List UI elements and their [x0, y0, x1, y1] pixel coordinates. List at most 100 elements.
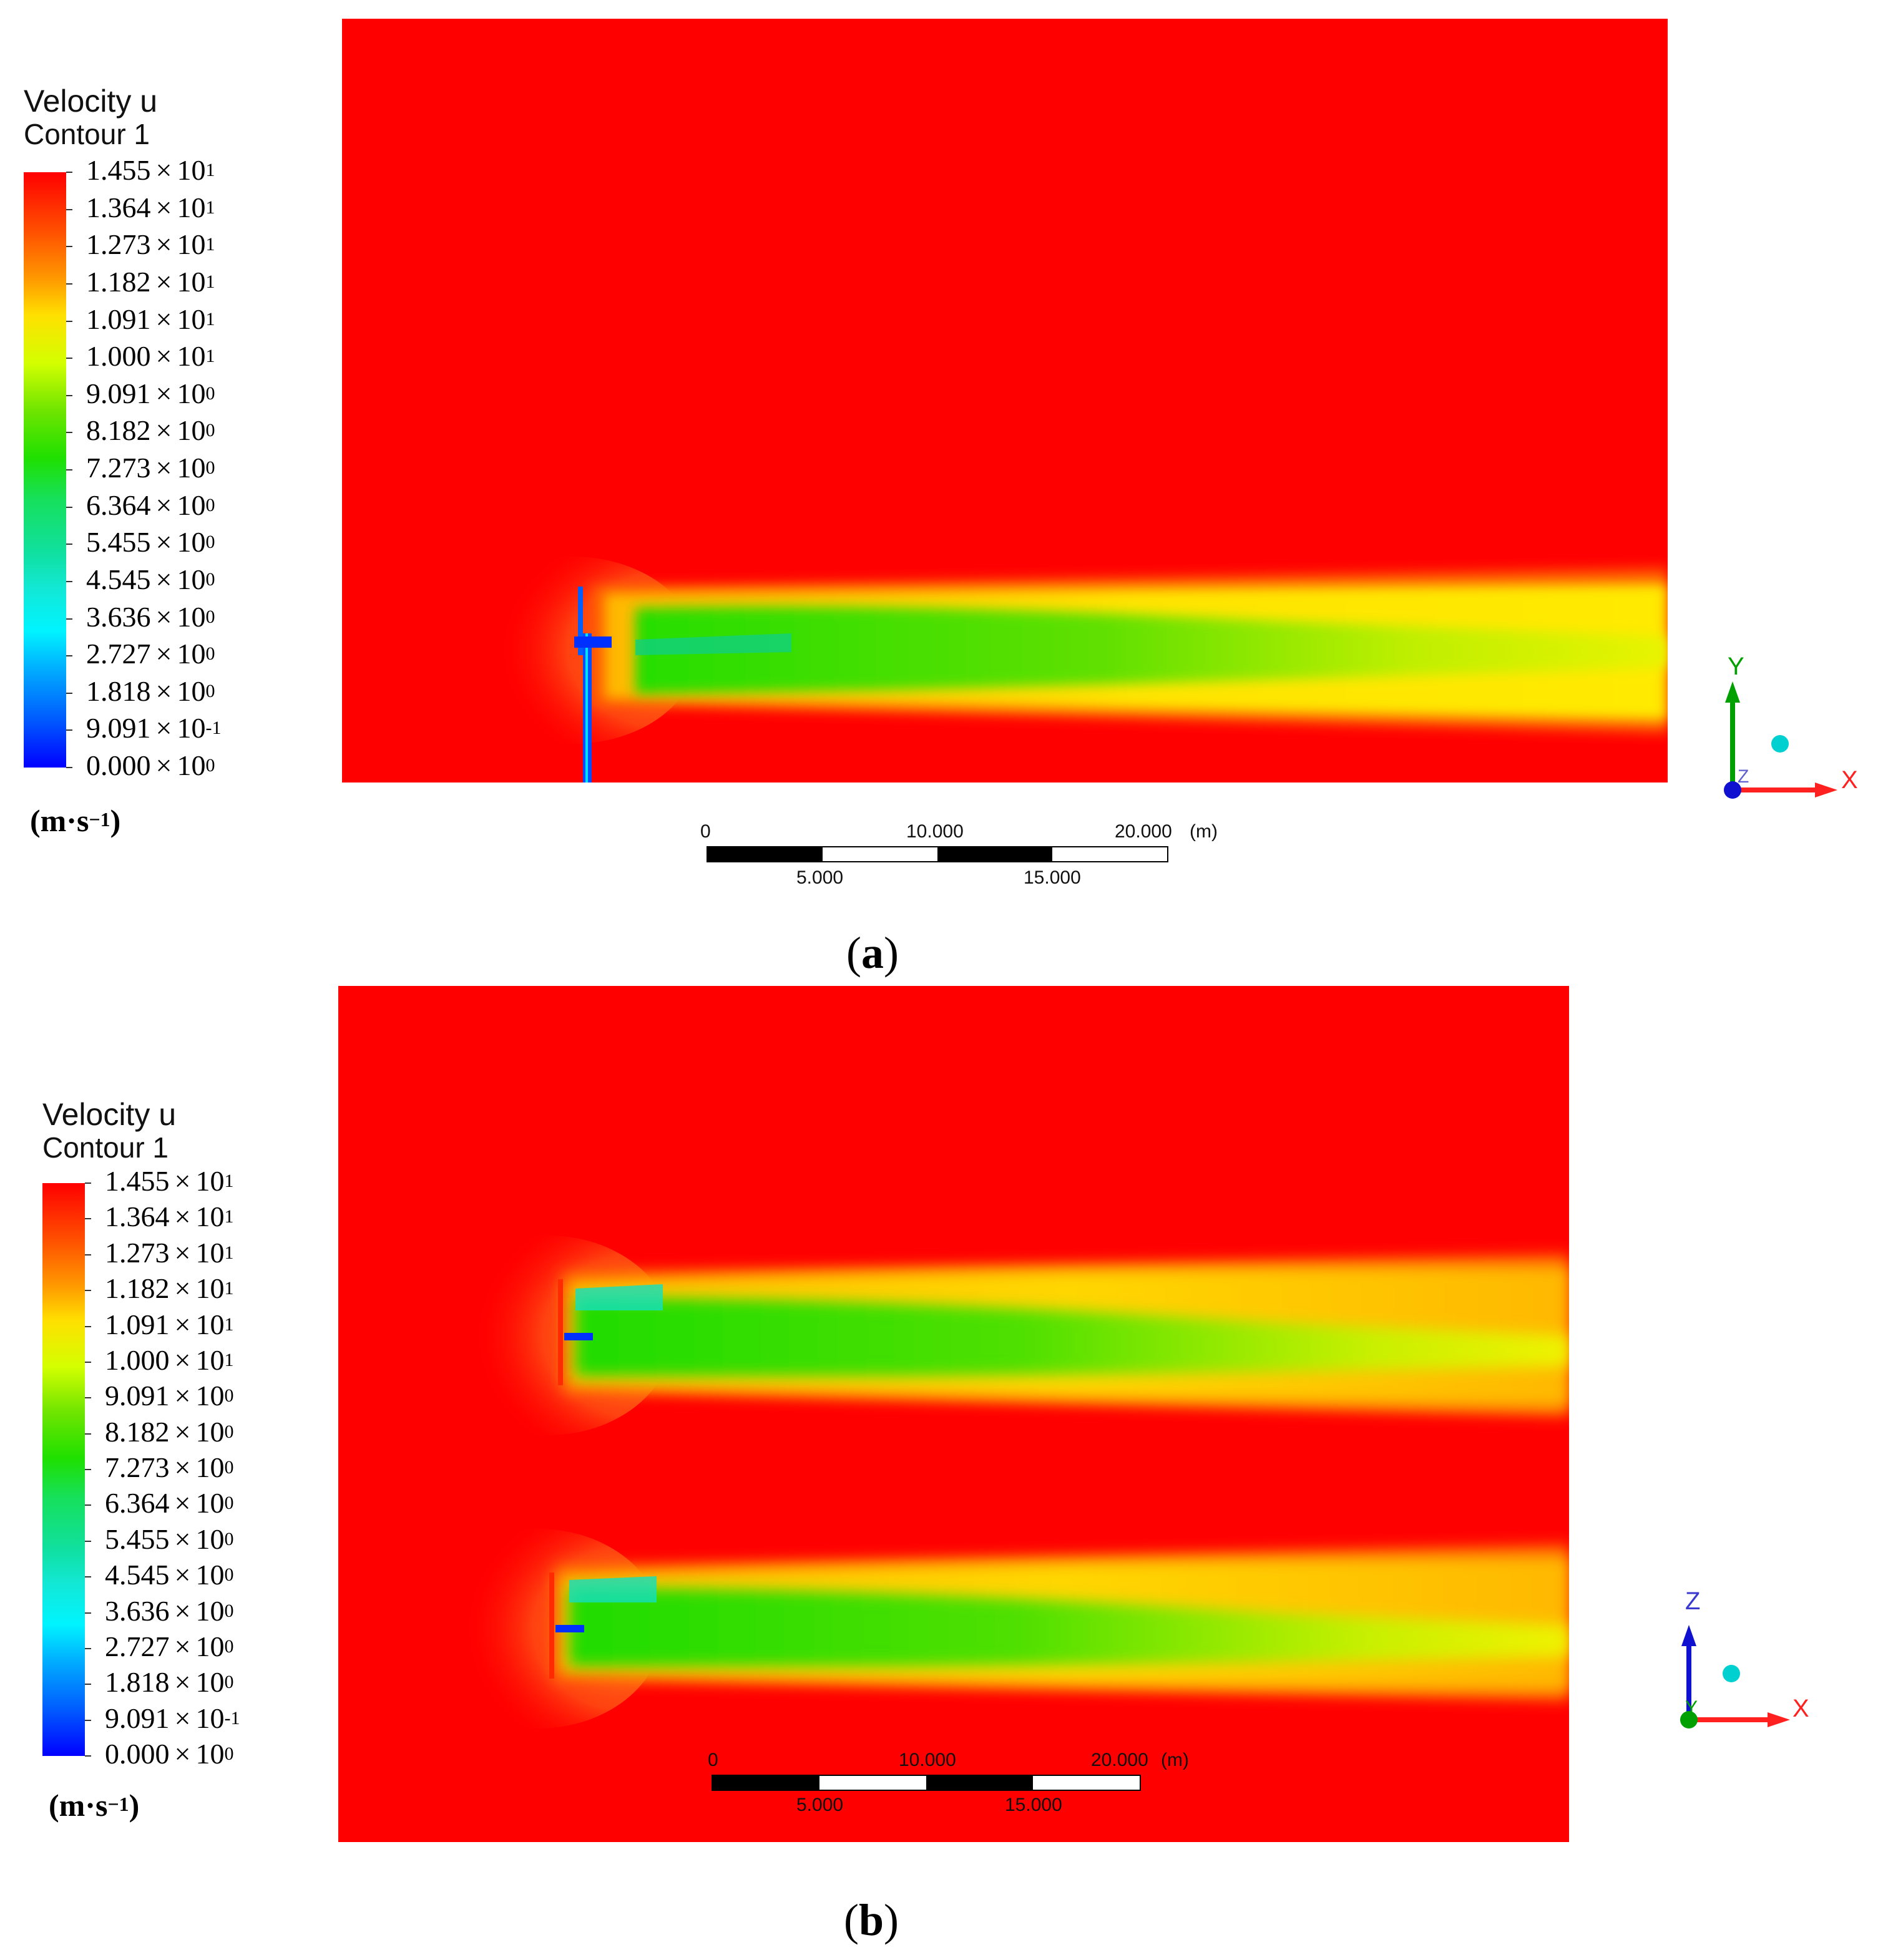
- colorbar-tick-mark: [85, 1361, 91, 1363]
- scale-label-b-20: 20.000: [1091, 1750, 1148, 1770]
- colorbar-tick-label: 1.000 × 101: [86, 340, 215, 373]
- scale-label-a-10: 10.000: [906, 821, 964, 842]
- colorbar-tick-mark: [66, 692, 72, 694]
- colorbar-tick-label: 3.636 × 100: [105, 1594, 234, 1627]
- x-axis-arrowhead-a: [1815, 783, 1837, 797]
- colorbar-tick-mark: [85, 1325, 91, 1327]
- axis-triad-a: [1724, 681, 1837, 799]
- colorbar-tick-mark: [66, 432, 72, 434]
- scale-bar-segment-a3: [937, 847, 1052, 861]
- colorbar-tick-mark: [85, 1397, 91, 1399]
- contour-plot-b: [338, 986, 1569, 1842]
- colorbar-tick-mark: [85, 1469, 91, 1470]
- colorbar-tick-label: 1.818 × 100: [86, 675, 215, 707]
- scale-label-b-15: 15.000: [1005, 1795, 1062, 1815]
- colorbar-tick-label: 2.727 × 100: [86, 638, 215, 670]
- colorbar-tick-mark: [66, 544, 72, 545]
- colorbar-tick-label: 8.182 × 100: [105, 1415, 234, 1448]
- colorbar-tick-label: 4.545 × 100: [105, 1559, 234, 1591]
- wake-core-a: [635, 607, 1668, 694]
- z-axis-arrowhead-b: [1681, 1625, 1696, 1646]
- colorbar-tick-label: 9.091 × 100: [105, 1380, 234, 1412]
- colorbar-tick-label: 2.727 × 100: [105, 1630, 234, 1662]
- colorbar-tick-label: 1.455 × 101: [86, 154, 215, 186]
- colorbar-tick-mark: [85, 1719, 91, 1721]
- caption-b: (b): [844, 1895, 899, 1945]
- scale-unit-b: (m): [1161, 1750, 1189, 1770]
- colorbar-tick-mark: [66, 320, 72, 322]
- scale-bar-segment-b1: [713, 1776, 819, 1790]
- colorbar-tick-mark: [85, 1218, 91, 1220]
- colorbar-tick-label: 7.273 × 100: [86, 452, 215, 484]
- colorbar-tick-label: 5.455 × 100: [86, 526, 215, 558]
- axis-label-x-a: X: [1841, 766, 1858, 794]
- colorbar-tick-mark: [66, 580, 72, 582]
- axis-label-z-b: Z: [1685, 1587, 1701, 1615]
- unit-label-b: (m·s−1): [49, 1788, 140, 1823]
- colorbar-tick-mark: [66, 394, 72, 396]
- colorbar-tick-label: 9.091 × 10-1: [86, 712, 222, 744]
- scale-label-a-20: 20.000: [1115, 821, 1172, 842]
- scale-bar-segment-a1: [708, 847, 823, 861]
- rotor-blade-a: [578, 587, 583, 655]
- caption-a: (a): [846, 928, 899, 978]
- colorbar-tick-mark: [66, 208, 72, 210]
- nacelle-a: [574, 636, 612, 648]
- scale-label-a-0: 0: [700, 821, 711, 842]
- tip-vortex-zone-b1: [575, 1284, 663, 1310]
- colorbar-ticks-b: 1.455 × 101 1.364 × 101 1.273 × 101 1.182 × 101 1.09…: [85, 1167, 335, 1768]
- colorbar-tick-mark: [85, 1182, 91, 1184]
- colorbar-tick-mark: [66, 655, 72, 657]
- axis-triad-b: [1680, 1625, 1790, 1728]
- colorbar-tick-label: 0.000 × 100: [105, 1738, 234, 1770]
- colorbar-tick-mark: [66, 506, 72, 508]
- scale-bar-a: [707, 846, 1168, 862]
- colorbar-tick-label: 5.455 × 100: [105, 1523, 234, 1555]
- rotor-disk-b2: [549, 1572, 554, 1679]
- contour-plot-a: [342, 19, 1668, 783]
- colorbar-tick-label: 9.091 × 100: [86, 377, 215, 409]
- colorbar-tick-mark: [66, 767, 72, 768]
- legend-title-b: Velocity u: [42, 1097, 177, 1132]
- colorbar-tick-label: 1.818 × 100: [105, 1666, 234, 1699]
- colorbar-a: [24, 172, 66, 768]
- colorbar-tick-label: 4.545 × 100: [86, 563, 215, 595]
- colorbar-tick-label: 0.000 × 100: [86, 749, 215, 781]
- scale-label-b-0: 0: [708, 1750, 718, 1770]
- unit-label-a: (m·s−1): [30, 803, 121, 838]
- colorbar-tick-mark: [66, 172, 72, 173]
- colorbar-tick-label: 1.364 × 101: [86, 191, 215, 223]
- colorbar-tick-label: 8.182 × 100: [86, 414, 215, 447]
- colorbar-tick-label: 1.091 × 101: [105, 1308, 234, 1340]
- tower-edge-a: [585, 633, 588, 783]
- colorbar-tick-mark: [66, 246, 72, 248]
- legend-subtitle-a: Contour 1: [24, 118, 150, 150]
- axis-label-z-a: Z: [1738, 766, 1749, 787]
- colorbar-tick-mark: [85, 1504, 91, 1506]
- scale-label-a-5: 5.000: [796, 867, 844, 888]
- axis-label-y-b: Y: [1685, 1697, 1698, 1718]
- colorbar-tick-mark: [85, 1576, 91, 1578]
- nacelle-b1: [564, 1333, 593, 1340]
- colorbar-tick-mark: [85, 1540, 91, 1542]
- colorbar-tick-label: 1.000 × 101: [105, 1343, 234, 1376]
- colorbar-tick-mark: [85, 1684, 91, 1685]
- scale-bar-b: [712, 1775, 1141, 1791]
- colorbar-tick-mark: [85, 1433, 91, 1435]
- colorbar-tick-label: 7.273 × 100: [105, 1451, 234, 1483]
- colorbar-ticks-a: 1.455 × 101 1.364 × 101 1.273 × 101 1.182 × 101 1.09…: [66, 156, 316, 780]
- scale-label-b-5: 5.000: [796, 1795, 844, 1815]
- y-axis-arrowhead-a: [1725, 681, 1740, 703]
- colorbar-tick-label: 1.364 × 101: [105, 1201, 234, 1233]
- colorbar-tick-mark: [85, 1612, 91, 1614]
- colorbar-tick-mark: [66, 358, 72, 359]
- colorbar-tick-mark: [85, 1290, 91, 1292]
- axis-label-x-b: X: [1792, 1695, 1809, 1722]
- colorbar-tick-label: 1.091 × 101: [86, 303, 215, 335]
- colorbar-tick-mark: [85, 1647, 91, 1649]
- colorbar-tick-mark: [66, 469, 72, 470]
- colorbar-tick-label: 3.636 × 100: [86, 600, 215, 633]
- colorbar-tick-label: 6.364 × 100: [105, 1487, 234, 1519]
- colorbar-tick-mark: [85, 1755, 91, 1757]
- sphere-icon-a: [1771, 735, 1789, 753]
